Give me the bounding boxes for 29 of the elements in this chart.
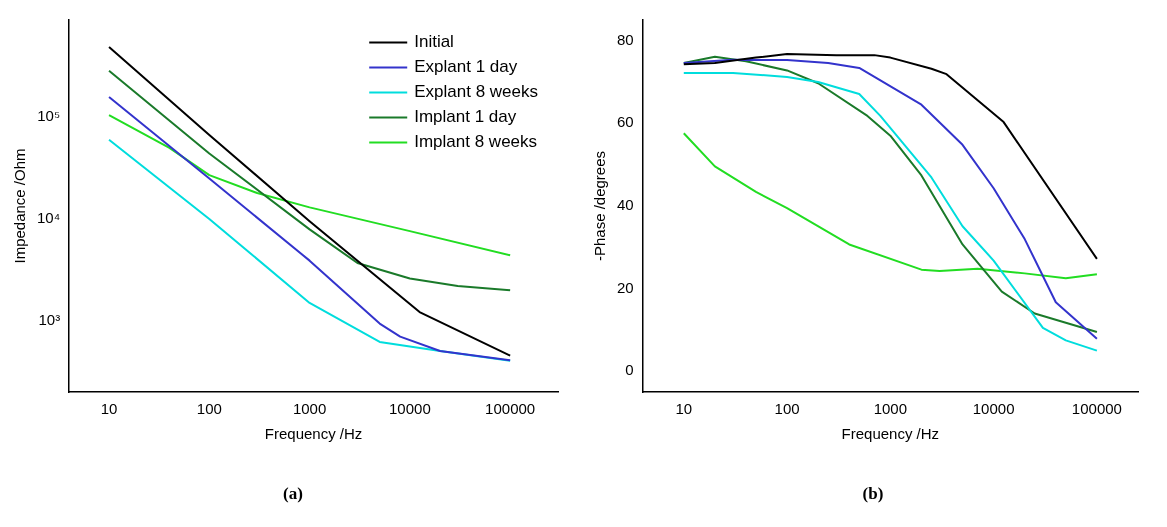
text: (b) bbox=[861, 484, 885, 504]
x-axis-title: Frequency /Hz bbox=[264, 425, 363, 443]
y-tick-label: 20 bbox=[617, 278, 634, 296]
y-tick-label: 10⁴ bbox=[36, 209, 61, 227]
y-axis-title: Impedance /Ohm bbox=[11, 148, 29, 264]
x-tick-label: 100000 bbox=[485, 400, 536, 418]
x-tick-label: 100000 bbox=[1071, 400, 1122, 418]
legend-label: Initial bbox=[414, 32, 454, 52]
legend-label: Implant 1 day bbox=[414, 107, 517, 127]
x-tick-label: 10 bbox=[675, 400, 693, 418]
legend-label: Implant 8 weeks bbox=[414, 132, 538, 152]
x-tick-label: 10000 bbox=[389, 400, 431, 418]
x-tick-label: 1000 bbox=[292, 400, 327, 418]
y-tick-label: 0 bbox=[625, 361, 634, 379]
x-tick-label: 100 bbox=[774, 400, 800, 418]
x-tick-label: 10000 bbox=[972, 400, 1015, 418]
y-tick-label: 60 bbox=[617, 113, 634, 131]
legend-label: Explant 8 weeks bbox=[414, 82, 539, 102]
y-tick-label: 80 bbox=[617, 30, 634, 48]
x-axis-title: Frequency /Hz bbox=[841, 425, 940, 443]
x-tick-label: 1000 bbox=[873, 400, 908, 418]
x-tick-label: 10 bbox=[100, 400, 118, 418]
y-tick-label: 10⁵ bbox=[37, 107, 61, 125]
y-axis-title: -Phase /degrees bbox=[591, 150, 609, 262]
y-tick-label: 10³ bbox=[38, 310, 61, 328]
legend-label: Explant 1 day bbox=[414, 57, 518, 77]
x-tick-label: 100 bbox=[196, 400, 222, 418]
y-tick-label: 40 bbox=[617, 196, 634, 214]
text: (a) bbox=[282, 484, 304, 504]
